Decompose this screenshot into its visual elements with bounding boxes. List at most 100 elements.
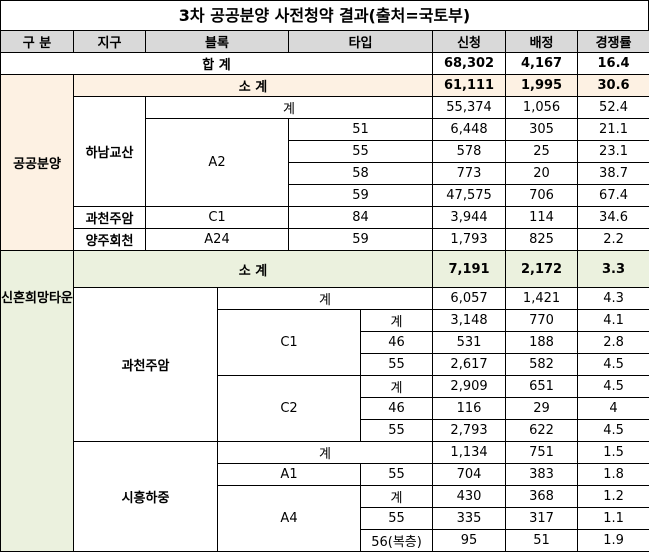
table-cell: 계 <box>360 485 434 508</box>
table-cell: 과천주암 <box>73 287 218 442</box>
table-cell: 84 <box>288 206 434 229</box>
table-cell: 38.7 <box>577 162 649 185</box>
table-row: 55 578 25 23.1 <box>1 140 649 163</box>
table-cell: 20 <box>505 162 579 185</box>
table-row: 56(복층) 95 51 1.9 <box>1 529 649 552</box>
table-cell: 계 <box>360 375 434 398</box>
table-row: 신혼희망타운 소 계 7,191 2,172 3.3 <box>0 250 649 552</box>
table-row: 공공분양 소 계 61,111 1,995 30.6 <box>0 74 649 251</box>
table-cell: 59 <box>288 184 434 207</box>
header-cell: 신청 <box>432 30 507 53</box>
table-cell: 52.4 <box>577 96 649 119</box>
table-cell: 1,793 <box>432 228 507 251</box>
table-cell: C2 <box>216 375 362 442</box>
table-cell: 계 <box>144 96 434 119</box>
table-cell: 305 <box>505 118 579 141</box>
table-cell: 368 <box>505 485 579 508</box>
table-cell: 46 <box>360 397 434 420</box>
table-row: C1 계 3,148 770 4.1 <box>1 309 649 376</box>
table-cell: 335 <box>432 507 507 530</box>
table-cell: 58 <box>288 162 434 185</box>
header-cell: 타입 <box>288 30 434 53</box>
table-cell: 531 <box>432 331 507 354</box>
table-cell: 1.5 <box>577 441 649 464</box>
table-cell: 1.2 <box>577 485 649 508</box>
table-cell: 소 계 <box>72 250 434 288</box>
table-cell: 하남교산 <box>73 96 146 207</box>
table-cell: 3,944 <box>432 206 507 229</box>
table-cell: 55,374 <box>432 96 507 119</box>
table-cell: 47,575 <box>432 184 507 207</box>
table-row: 합 계 68,302 4,167 16.4 <box>0 52 649 75</box>
table-cell: 4.5 <box>577 353 649 376</box>
table-row: 시흥하중 계 1,134 751 1.5 <box>1 441 649 552</box>
header-cell: 블록 <box>144 30 290 53</box>
table-cell: 소 계 <box>72 74 434 97</box>
header-cell: 경쟁률 <box>577 30 649 53</box>
table-cell: A1 <box>216 463 362 486</box>
table-cell: 2.8 <box>577 331 649 354</box>
table-cell: 시흥하중 <box>73 441 218 552</box>
table-cell: 합 계 <box>0 52 434 75</box>
table-cell: 25 <box>505 140 579 163</box>
table-cell: 1,421 <box>505 287 579 310</box>
table-row: 58 773 20 38.7 <box>1 162 649 185</box>
table-row: 46 116 29 4 <box>1 397 649 420</box>
table-cell: 317 <box>505 507 579 530</box>
table-cell: 2.2 <box>577 228 649 251</box>
table-cell: 6,057 <box>432 287 507 310</box>
table-cell: 706 <box>505 184 579 207</box>
table-cell: A4 <box>216 485 362 552</box>
table-cell: 770 <box>505 309 579 332</box>
table-cell: 622 <box>505 419 579 442</box>
table-cell: 59 <box>288 228 434 251</box>
table-cell: 6,448 <box>432 118 507 141</box>
table-cell: 1.9 <box>577 529 649 552</box>
table-cell: 56(복층) <box>360 529 434 552</box>
table-cell: 651 <box>505 375 579 398</box>
table-cell: 51 <box>505 529 579 552</box>
table-cell: 55 <box>360 463 434 486</box>
table-cell: A2 <box>144 118 290 207</box>
table-cell: 공공분양 <box>0 74 74 251</box>
table-cell: 4.1 <box>577 309 649 332</box>
table-cell: 1.1 <box>577 507 649 530</box>
table-cell: 1,056 <box>505 96 579 119</box>
table-cell: 2,172 <box>505 250 579 288</box>
table-cell: 46 <box>360 331 434 354</box>
table-row: 양주회천 A24 59 1,793 825 2.2 <box>1 228 649 251</box>
header-cell: 배정 <box>505 30 579 53</box>
table-cell: 3.3 <box>577 250 649 288</box>
table-cell: 4,167 <box>505 52 579 75</box>
table-cell: 188 <box>505 331 579 354</box>
table-cell: A24 <box>144 228 290 251</box>
table-row: 55 335 317 1.1 <box>1 507 649 530</box>
table-cell: 29 <box>505 397 579 420</box>
result-table: 구 분 지구 블록 타입 신청 배정 경쟁률 합 계 68,302 4,167 16.4 공공분양 소… <box>0 30 649 552</box>
table-cell: 1.8 <box>577 463 649 486</box>
header-row: 구 분 지구 블록 타입 신청 배정 경쟁률 <box>0 30 649 53</box>
table-cell: 578 <box>432 140 507 163</box>
table-cell: 95 <box>432 529 507 552</box>
table-cell: 61,111 <box>432 74 507 97</box>
table-cell: 114 <box>505 206 579 229</box>
table-cell: C1 <box>216 309 362 376</box>
table-cell: 383 <box>505 463 579 486</box>
table-cell: 23.1 <box>577 140 649 163</box>
header-cell: 지구 <box>73 30 146 53</box>
table-cell: 55 <box>360 507 434 530</box>
table-cell: 51 <box>288 118 434 141</box>
table-cell: 신혼희망타운 <box>0 250 74 552</box>
table-row: 과천주암 계 6,057 1,421 4.3 <box>1 287 649 442</box>
table-cell: 21.1 <box>577 118 649 141</box>
table-cell: 773 <box>432 162 507 185</box>
table-cell: 4.3 <box>577 287 649 310</box>
table-cell: 55 <box>360 353 434 376</box>
table-cell: C1 <box>144 206 290 229</box>
title: 3차 공공분양 사전청약 결과(출처=국토부) <box>0 0 649 30</box>
table-cell: 계 <box>216 287 434 310</box>
table-cell: 1,134 <box>432 441 507 464</box>
table-cell: 34.6 <box>577 206 649 229</box>
table-cell: 1,995 <box>505 74 579 97</box>
table-cell: 116 <box>432 397 507 420</box>
